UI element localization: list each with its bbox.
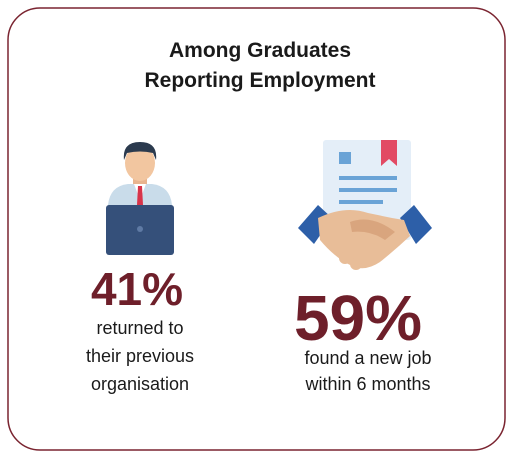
stat-value: 41% <box>91 263 183 315</box>
stat-description: found a new job <box>304 348 431 368</box>
stat-description: their previous <box>86 346 194 366</box>
stat-description: organisation <box>91 374 189 394</box>
stat-value: 59% <box>294 282 422 354</box>
title-line: Among Graduates <box>169 39 351 62</box>
stat-description: within 6 months <box>304 374 430 394</box>
card-border <box>7 7 506 451</box>
handshake-icon <box>298 140 432 270</box>
person-icon <box>106 142 174 255</box>
title-line: Reporting Employment <box>144 69 375 92</box>
stat-description: returned to <box>96 318 183 338</box>
